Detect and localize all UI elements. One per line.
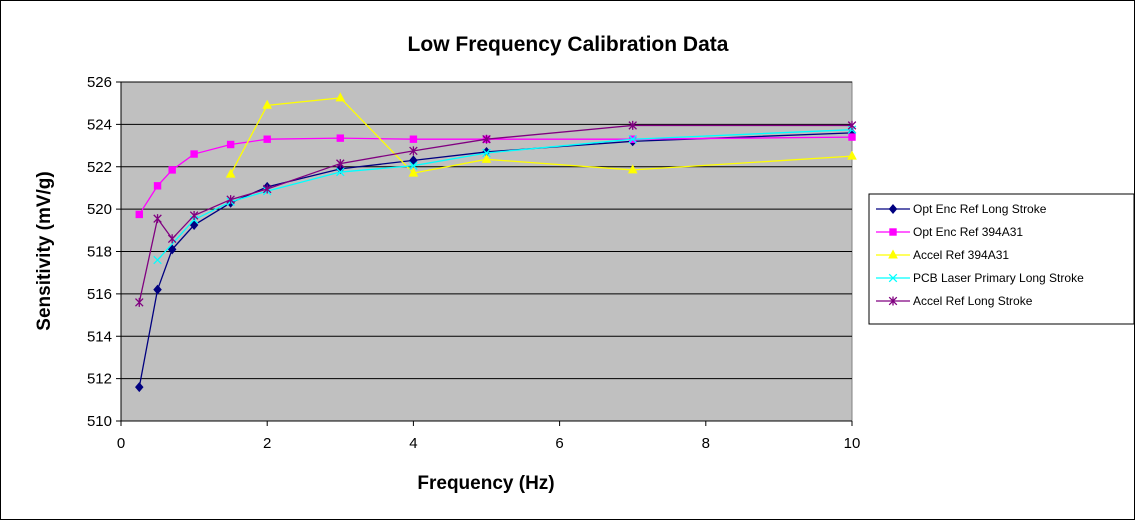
- y-tick-label: 512: [87, 371, 112, 388]
- legend-entry: Accel Ref Long Stroke: [876, 294, 1033, 308]
- data-point: [189, 220, 199, 230]
- data-point: [168, 166, 176, 174]
- data-point: [888, 273, 898, 283]
- data-point: [336, 167, 345, 177]
- legend-label: Opt Enc Ref 394A31: [913, 225, 1023, 239]
- y-tick-label: 514: [87, 328, 112, 345]
- chart-title: Low Frequency Calibration Data: [408, 33, 729, 56]
- axes: 510 512 514 516 518 520 522 524 526 0 2 4 6 8 10: [87, 74, 860, 452]
- data-point: [226, 195, 235, 205]
- data-point: [888, 249, 898, 259]
- data-point: [167, 234, 177, 244]
- x-tick-label: 10: [844, 435, 861, 452]
- data-point: [409, 146, 418, 156]
- data-point: [481, 153, 492, 163]
- y-tick-label: 518: [87, 244, 112, 261]
- data-point: [847, 120, 857, 130]
- data-point: [336, 159, 345, 169]
- data-point: [135, 297, 144, 307]
- legend-label: Accel Ref Long Stroke: [913, 294, 1033, 308]
- legend-entry: PCB Laser Primary Long Stroke: [876, 271, 1084, 285]
- x-tick-label: 2: [263, 435, 271, 452]
- data-point: [482, 148, 491, 158]
- series-layer: [135, 92, 857, 393]
- legend-entry: Opt Enc Ref 394A31: [876, 225, 1023, 239]
- y-tick-label: 522: [87, 159, 112, 176]
- data-point: [336, 134, 345, 142]
- data-point: [888, 296, 898, 306]
- data-point: [135, 382, 144, 393]
- legend-entry: Opt Enc Ref Long Stroke: [876, 202, 1047, 216]
- data-point: [167, 244, 177, 255]
- x-tick-label: 6: [555, 435, 563, 452]
- data-point: [627, 164, 638, 174]
- data-point: [409, 135, 418, 143]
- data-point: [335, 92, 346, 102]
- legend-label: Opt Enc Ref Long Stroke: [913, 202, 1047, 216]
- data-point: [848, 133, 856, 141]
- legend-label: PCB Laser Primary Long Stroke: [913, 271, 1084, 285]
- x-tick-label: 0: [117, 435, 125, 452]
- data-point: [628, 134, 637, 144]
- data-point: [628, 120, 637, 130]
- series-5: [135, 120, 857, 307]
- y-tick-label: 526: [87, 74, 112, 91]
- legend-label: Accel Ref 394A31: [913, 248, 1009, 262]
- x-axis-title: Frequency (Hz): [417, 473, 554, 494]
- x-tick-label: 4: [409, 435, 417, 452]
- y-tick-label: 520: [87, 201, 112, 218]
- data-point: [263, 135, 271, 143]
- data-point: [225, 168, 236, 178]
- y-tick-label: 516: [87, 286, 112, 303]
- data-point: [153, 214, 162, 224]
- y-axis-title: Sensitivity (mV/g): [34, 171, 55, 330]
- data-point: [847, 150, 857, 160]
- data-point: [408, 167, 419, 177]
- data-point: [888, 204, 898, 214]
- data-point: [190, 150, 198, 158]
- legend: Opt Enc Ref Long Stroke Opt Enc Ref 394A3…: [868, 193, 1134, 325]
- data-point: [135, 210, 143, 219]
- data-point: [409, 155, 418, 166]
- data-point: [153, 255, 162, 265]
- legend-box: [868, 193, 1134, 325]
- data-point: [262, 184, 272, 194]
- data-point: [226, 140, 235, 149]
- data-point: [262, 99, 273, 109]
- data-point: [189, 210, 199, 220]
- y-tick-label: 510: [87, 413, 112, 430]
- data-point: [153, 284, 162, 295]
- series-3: [225, 92, 857, 178]
- data-point: [482, 134, 491, 144]
- data-point: [889, 228, 897, 236]
- x-tick-label: 8: [702, 435, 710, 452]
- data-point: [153, 182, 162, 190]
- data-point: [409, 161, 418, 170]
- legend-entry: Accel Ref 394A31: [876, 248, 1009, 262]
- y-tick-label: 524: [87, 116, 112, 133]
